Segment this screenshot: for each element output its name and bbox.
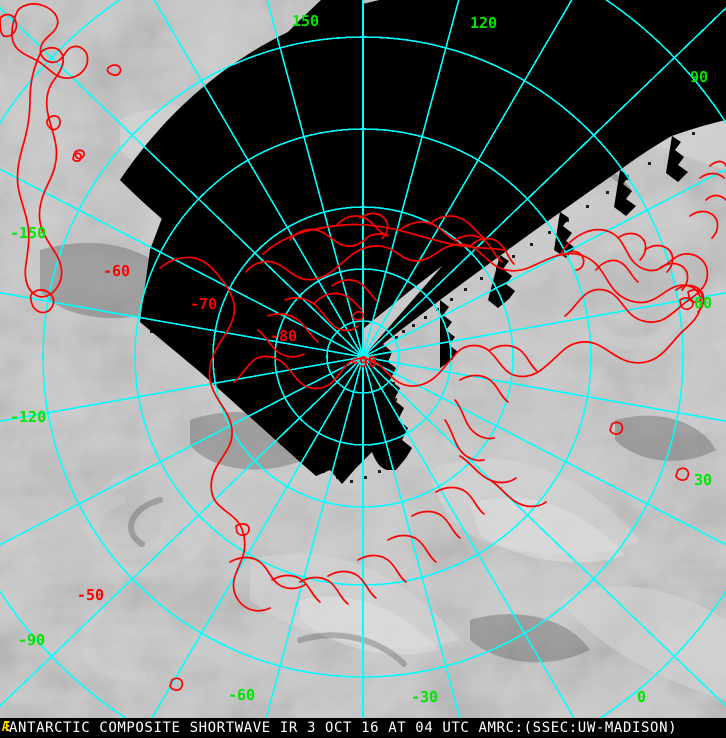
lon-label-m30: -30 [411, 688, 439, 706]
lat-label-m80: -80 [270, 327, 298, 345]
coastline-overlay [0, 3, 726, 691]
lon-label-m120: -120 [10, 408, 47, 426]
lat-label-m50: -50 [77, 586, 105, 604]
lat-label-m60: -60 [103, 262, 131, 280]
lon-label-0: 0 [637, 688, 647, 706]
lon-label-90: 90 [690, 68, 709, 86]
lon-label-150: 150 [292, 12, 320, 30]
lon-label-30: 30 [694, 471, 713, 489]
lat-label-m70: -70 [190, 295, 218, 313]
lon-label-60: 60 [694, 294, 713, 312]
caption-bar: Æ ANTARCTIC COMPOSITE SHORTWAVE IR 3 OCT… [0, 718, 726, 738]
lon-label-m60: -60 [228, 686, 256, 704]
caption-text: ANTARCTIC COMPOSITE SHORTWAVE IR 3 OCT 1… [9, 720, 678, 736]
lat-label-pole: -90 [350, 353, 378, 371]
lon-label-m90: -90 [18, 631, 46, 649]
amrc-logo-glyph: Æ [2, 720, 11, 735]
lon-label-120: 120 [470, 14, 498, 32]
lon-label-m150: -150 [10, 224, 47, 242]
